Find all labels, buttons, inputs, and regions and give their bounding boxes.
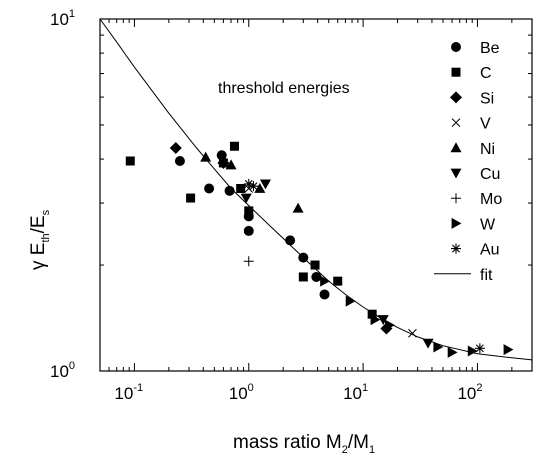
point-be: [174, 155, 185, 166]
x-tick-label: 101: [343, 382, 368, 403]
legend-marker-cu: [450, 168, 462, 179]
point-ni: [225, 159, 237, 170]
point-cu: [422, 338, 434, 349]
legend-label-v: V: [480, 116, 491, 133]
point-c: [244, 206, 254, 216]
tick-labels: 10-1 100 101 102 100 101: [50, 8, 482, 403]
legend: Be C Si V Ni Cu Mo W Au fit: [434, 40, 502, 284]
legend-label-be: Be: [480, 40, 500, 57]
point-w: [385, 319, 395, 331]
point-w: [447, 346, 458, 358]
point-au: [474, 343, 485, 354]
y-tick-label: 100: [50, 360, 75, 381]
point-be: [243, 225, 254, 236]
point-c: [186, 193, 196, 203]
legend-marker-v: [451, 118, 461, 127]
legend-label-c: C: [480, 65, 492, 82]
point-c: [310, 260, 320, 270]
point-cu: [240, 193, 252, 204]
data-points: [125, 141, 514, 358]
point-v: [408, 328, 417, 338]
point-w: [467, 345, 478, 357]
point-ni: [254, 182, 266, 193]
legend-label-si: Si: [480, 90, 494, 107]
legend-marker-ni: [450, 142, 462, 153]
point-be: [224, 185, 235, 196]
point-w: [370, 314, 381, 326]
point-w: [345, 295, 356, 307]
point-be: [204, 183, 215, 194]
point-mo: [243, 256, 254, 267]
point-au: [243, 178, 254, 189]
point-si: [169, 142, 182, 155]
legend-label-mo: Mo: [480, 191, 502, 208]
point-c: [333, 276, 343, 286]
point-c: [236, 183, 246, 193]
point-si: [217, 156, 230, 169]
x-tick-label: 102: [457, 382, 482, 403]
legend-marker-be: [451, 42, 461, 52]
legend-label-cu: Cu: [480, 166, 500, 183]
point-ni: [292, 202, 304, 213]
point-w: [320, 275, 331, 287]
point-c: [229, 141, 239, 151]
point-au: [248, 181, 259, 192]
point-be: [319, 289, 330, 300]
point-be: [298, 252, 309, 263]
legend-label-fit: fit: [480, 267, 493, 284]
point-c: [298, 272, 308, 282]
legend-marker-w: [451, 217, 462, 229]
legend-marker-si: [450, 91, 462, 104]
point-be: [311, 271, 322, 282]
point-ni: [200, 151, 212, 162]
fit-line: [99, 18, 533, 361]
x-tick-label: 10-1: [114, 382, 143, 403]
legend-marker-c: [451, 67, 461, 77]
point-c: [125, 156, 135, 166]
point-cu: [259, 179, 271, 190]
y-axis-label: γ Eth/Es: [28, 209, 52, 270]
legend-label-w: W: [480, 216, 496, 233]
x-tick-label: 100: [229, 382, 254, 403]
legend-marker-mo: [451, 193, 461, 204]
point-w: [433, 341, 444, 353]
x-axis-label: mass ratio M2/M1: [233, 432, 375, 456]
plot-frame: [99, 18, 533, 372]
fit-curve: [99, 18, 533, 361]
axis-ticks: [99, 18, 533, 372]
annotation-text: threshold energies: [218, 80, 350, 97]
legend-marker-au: [451, 243, 461, 254]
y-tick-label: 101: [50, 8, 75, 29]
point-w: [503, 344, 514, 356]
point-cu: [377, 315, 389, 326]
point-be: [285, 235, 296, 246]
point-c: [367, 309, 377, 319]
legend-label-ni: Ni: [480, 141, 495, 158]
legend-label-au: Au: [480, 242, 500, 259]
